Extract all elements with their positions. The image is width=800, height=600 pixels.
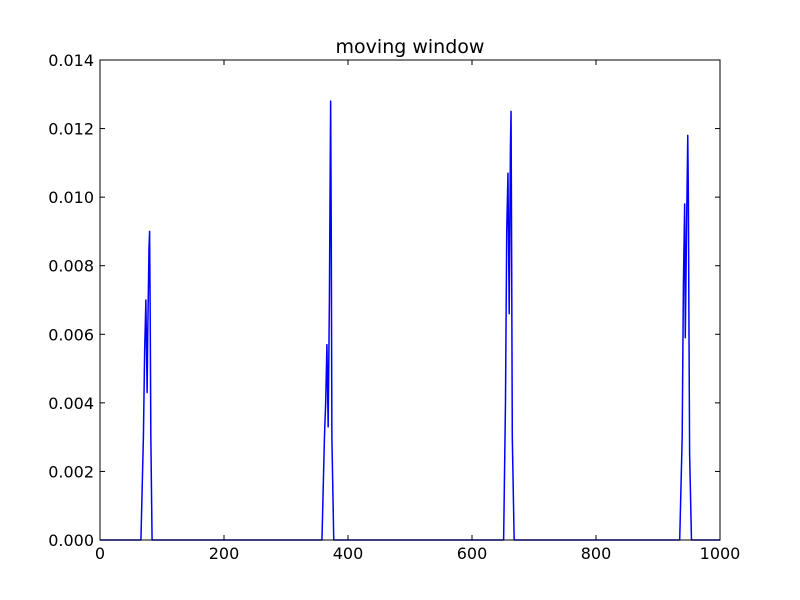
y-axis: 0.000 0.002 0.004 0.006 0.008 0.010 0.012 0.014 xyxy=(48,51,720,550)
x-tick-label: 0 xyxy=(95,544,105,563)
x-axis: 0 200 400 600 800 1000 xyxy=(95,60,740,563)
y-tick-label: 0.004 xyxy=(48,394,94,413)
plot-area xyxy=(100,100,720,541)
y-tick-label: 0.000 xyxy=(48,531,94,550)
x-tick-label: 800 xyxy=(581,544,612,563)
x-tick-label: 400 xyxy=(333,544,364,563)
y-tick-label: 0.014 xyxy=(48,51,94,70)
y-tick-label: 0.002 xyxy=(48,462,94,481)
plot-frame xyxy=(99,59,721,541)
x-tick-label: 200 xyxy=(209,544,240,563)
series-line-0 xyxy=(100,100,720,541)
y-tick-label: 0.010 xyxy=(48,188,94,207)
x-tick-label: 600 xyxy=(457,544,488,563)
y-tick-label: 0.006 xyxy=(48,325,94,344)
y-tick-label: 0.008 xyxy=(48,257,94,276)
x-tick-label: 1000 xyxy=(700,544,741,563)
y-tick-label: 0.012 xyxy=(48,120,94,139)
chart-title: moving window xyxy=(336,36,485,58)
